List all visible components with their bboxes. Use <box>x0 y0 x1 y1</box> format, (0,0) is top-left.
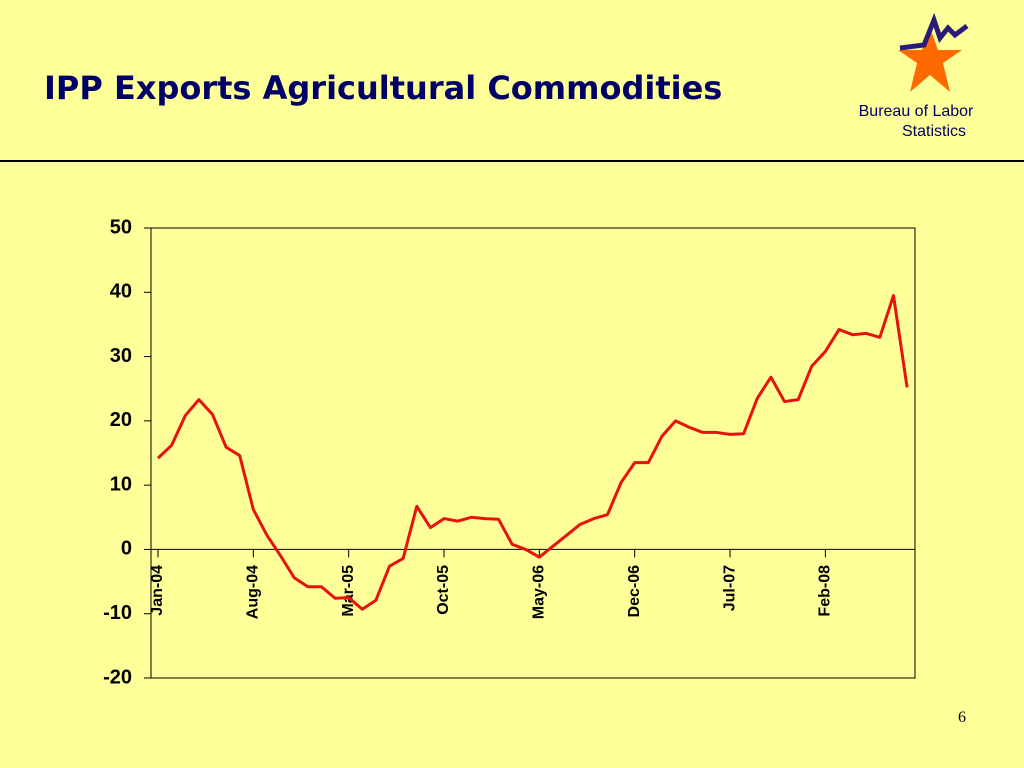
x-tick-label: Jul-07 <box>721 565 738 611</box>
x-tick-label: Jan-04 <box>149 565 166 616</box>
title: IPP Exports Agricultural Commodities <box>44 69 722 107</box>
y-tick-label: 20 <box>110 409 132 431</box>
logo-text: Bureau of Labor Statistics <box>859 103 974 140</box>
logo <box>898 12 969 92</box>
x-tick-label: Oct-05 <box>435 565 452 615</box>
y-tick-label: 10 <box>110 473 132 495</box>
data-line <box>156 294 909 611</box>
y-tick-label: -20 <box>103 666 132 688</box>
logo-line <box>899 12 969 51</box>
y-tick-label: 50 <box>110 216 132 238</box>
logo-star <box>898 28 962 92</box>
page-number: 6 <box>958 709 966 726</box>
plot-frame <box>150 227 916 679</box>
x-tick-label: Dec-06 <box>626 565 643 618</box>
x-tick-label: Feb-08 <box>817 565 834 617</box>
x-tick-label: May-06 <box>531 565 548 619</box>
y-tick-label: 0 <box>121 538 132 560</box>
y-tick-label: 40 <box>110 281 132 303</box>
y-tick-label: -10 <box>103 602 132 624</box>
x-tick-label: Aug-04 <box>245 565 262 619</box>
x-tick-label: Mar-05 <box>340 565 357 617</box>
y-tick-label: 30 <box>110 345 132 367</box>
